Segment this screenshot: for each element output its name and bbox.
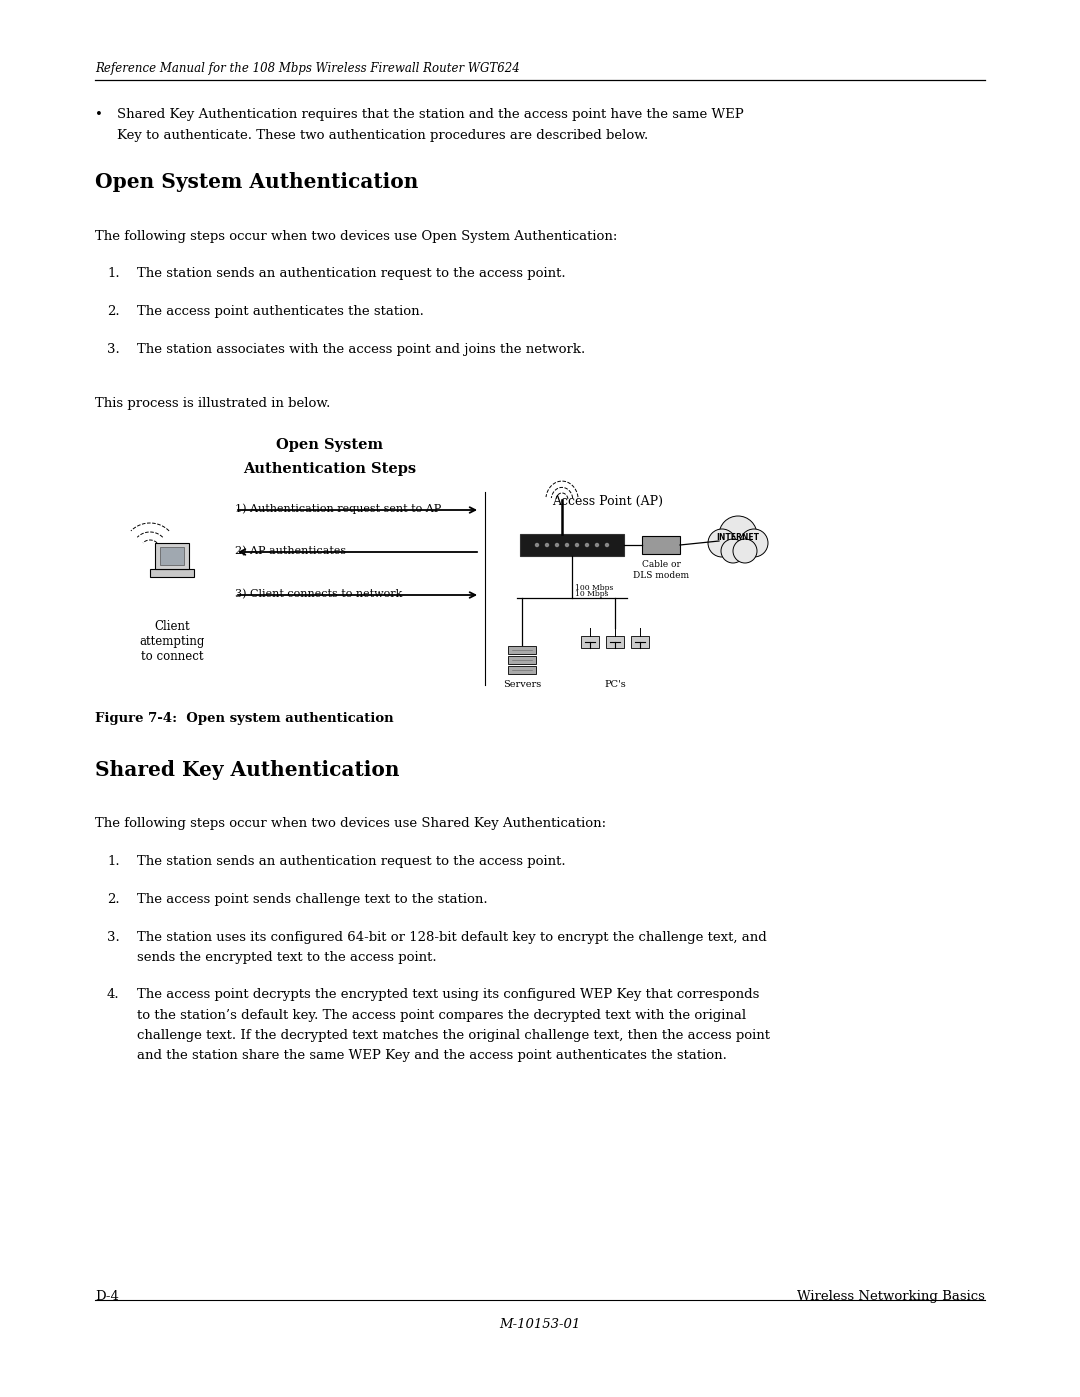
Text: Authentication Steps: Authentication Steps (243, 462, 417, 476)
Circle shape (719, 515, 757, 555)
Circle shape (576, 543, 579, 546)
Text: Shared Key Authentication: Shared Key Authentication (95, 760, 400, 780)
Text: DLS modem: DLS modem (633, 571, 689, 580)
Circle shape (740, 529, 768, 557)
Bar (156, 543, 189, 569)
Text: The access point decrypts the encrypted text using its configured WEP Key that c: The access point decrypts the encrypted … (137, 988, 759, 1002)
Text: The access point sends challenge text to the station.: The access point sends challenge text to… (137, 893, 488, 907)
Text: Wireless Networking Basics: Wireless Networking Basics (797, 1289, 985, 1303)
Circle shape (585, 543, 589, 546)
Text: The following steps occur when two devices use Open System Authentication:: The following steps occur when two devic… (95, 231, 618, 243)
Text: The station uses its configured 64-bit or 128-bit default key to encrypt the cha: The station uses its configured 64-bit o… (137, 930, 767, 944)
Text: Open System: Open System (276, 439, 383, 453)
Text: Servers: Servers (503, 680, 541, 689)
Text: 4.: 4. (107, 988, 120, 1002)
Text: Client
attempting
to connect: Client attempting to connect (139, 620, 205, 664)
Text: 3.: 3. (107, 344, 120, 356)
Text: Shared Key Authentication requires that the station and the access point have th: Shared Key Authentication requires that … (117, 108, 744, 122)
Text: D-4: D-4 (95, 1289, 119, 1303)
Text: challenge text. If the decrypted text matches the original challenge text, then : challenge text. If the decrypted text ma… (137, 1030, 770, 1042)
Text: and the station share the same WEP Key and the access point authenticates the st: and the station share the same WEP Key a… (137, 1049, 727, 1063)
Text: 2) AP authenticates: 2) AP authenticates (235, 546, 346, 556)
Bar (508, 666, 536, 673)
Text: The station sends an authentication request to the access point.: The station sends an authentication requ… (137, 267, 566, 279)
Text: 2.: 2. (107, 893, 120, 907)
Text: •: • (95, 108, 103, 122)
Text: sends the encrypted text to the access point.: sends the encrypted text to the access p… (137, 951, 436, 964)
Text: PC's: PC's (604, 680, 626, 689)
Text: 100 Mbps: 100 Mbps (575, 584, 613, 592)
Circle shape (733, 539, 757, 563)
Bar (160, 548, 184, 564)
Text: 1) Authentication request sent to AP: 1) Authentication request sent to AP (235, 503, 442, 514)
Circle shape (606, 543, 608, 546)
Circle shape (566, 543, 568, 546)
Bar (508, 645, 536, 654)
Text: The access point authenticates the station.: The access point authenticates the stati… (137, 305, 423, 319)
Text: to the station’s default key. The access point compares the decrypted text with : to the station’s default key. The access… (137, 1009, 746, 1021)
Circle shape (555, 543, 558, 546)
Circle shape (708, 529, 735, 557)
Text: 10 Mbps: 10 Mbps (575, 590, 608, 598)
Circle shape (595, 543, 598, 546)
Bar (150, 569, 194, 577)
Text: 1.: 1. (107, 855, 120, 868)
Text: This process is illustrated in below.: This process is illustrated in below. (95, 397, 330, 409)
Text: Figure 7-4:  Open system authentication: Figure 7-4: Open system authentication (95, 712, 393, 725)
Circle shape (536, 543, 539, 546)
Text: The station sends an authentication request to the access point.: The station sends an authentication requ… (137, 855, 566, 868)
Text: Access Point (AP): Access Point (AP) (552, 495, 663, 509)
Text: Open System Authentication: Open System Authentication (95, 172, 418, 191)
Text: The station associates with the access point and joins the network.: The station associates with the access p… (137, 344, 585, 356)
Bar (581, 636, 599, 648)
Text: Cable or: Cable or (642, 560, 680, 569)
Text: The following steps occur when two devices use Shared Key Authentication:: The following steps occur when two devic… (95, 817, 606, 830)
Text: 3) Client connects to network: 3) Client connects to network (235, 588, 403, 599)
Bar (606, 636, 624, 648)
Bar (508, 657, 536, 664)
Bar (631, 636, 649, 648)
Bar (642, 536, 680, 555)
Text: M-10153-01: M-10153-01 (499, 1317, 581, 1331)
Bar (519, 534, 624, 556)
Text: Key to authenticate. These two authentication procedures are described below.: Key to authenticate. These two authentic… (117, 129, 648, 142)
Text: 3.: 3. (107, 930, 120, 944)
Text: 2.: 2. (107, 305, 120, 319)
Circle shape (721, 539, 745, 563)
Text: INTERNET: INTERNET (716, 532, 759, 542)
Circle shape (545, 543, 549, 546)
Text: Reference Manual for the 108 Mbps Wireless Firewall Router WGT624: Reference Manual for the 108 Mbps Wirele… (95, 61, 519, 75)
Text: 1.: 1. (107, 267, 120, 279)
